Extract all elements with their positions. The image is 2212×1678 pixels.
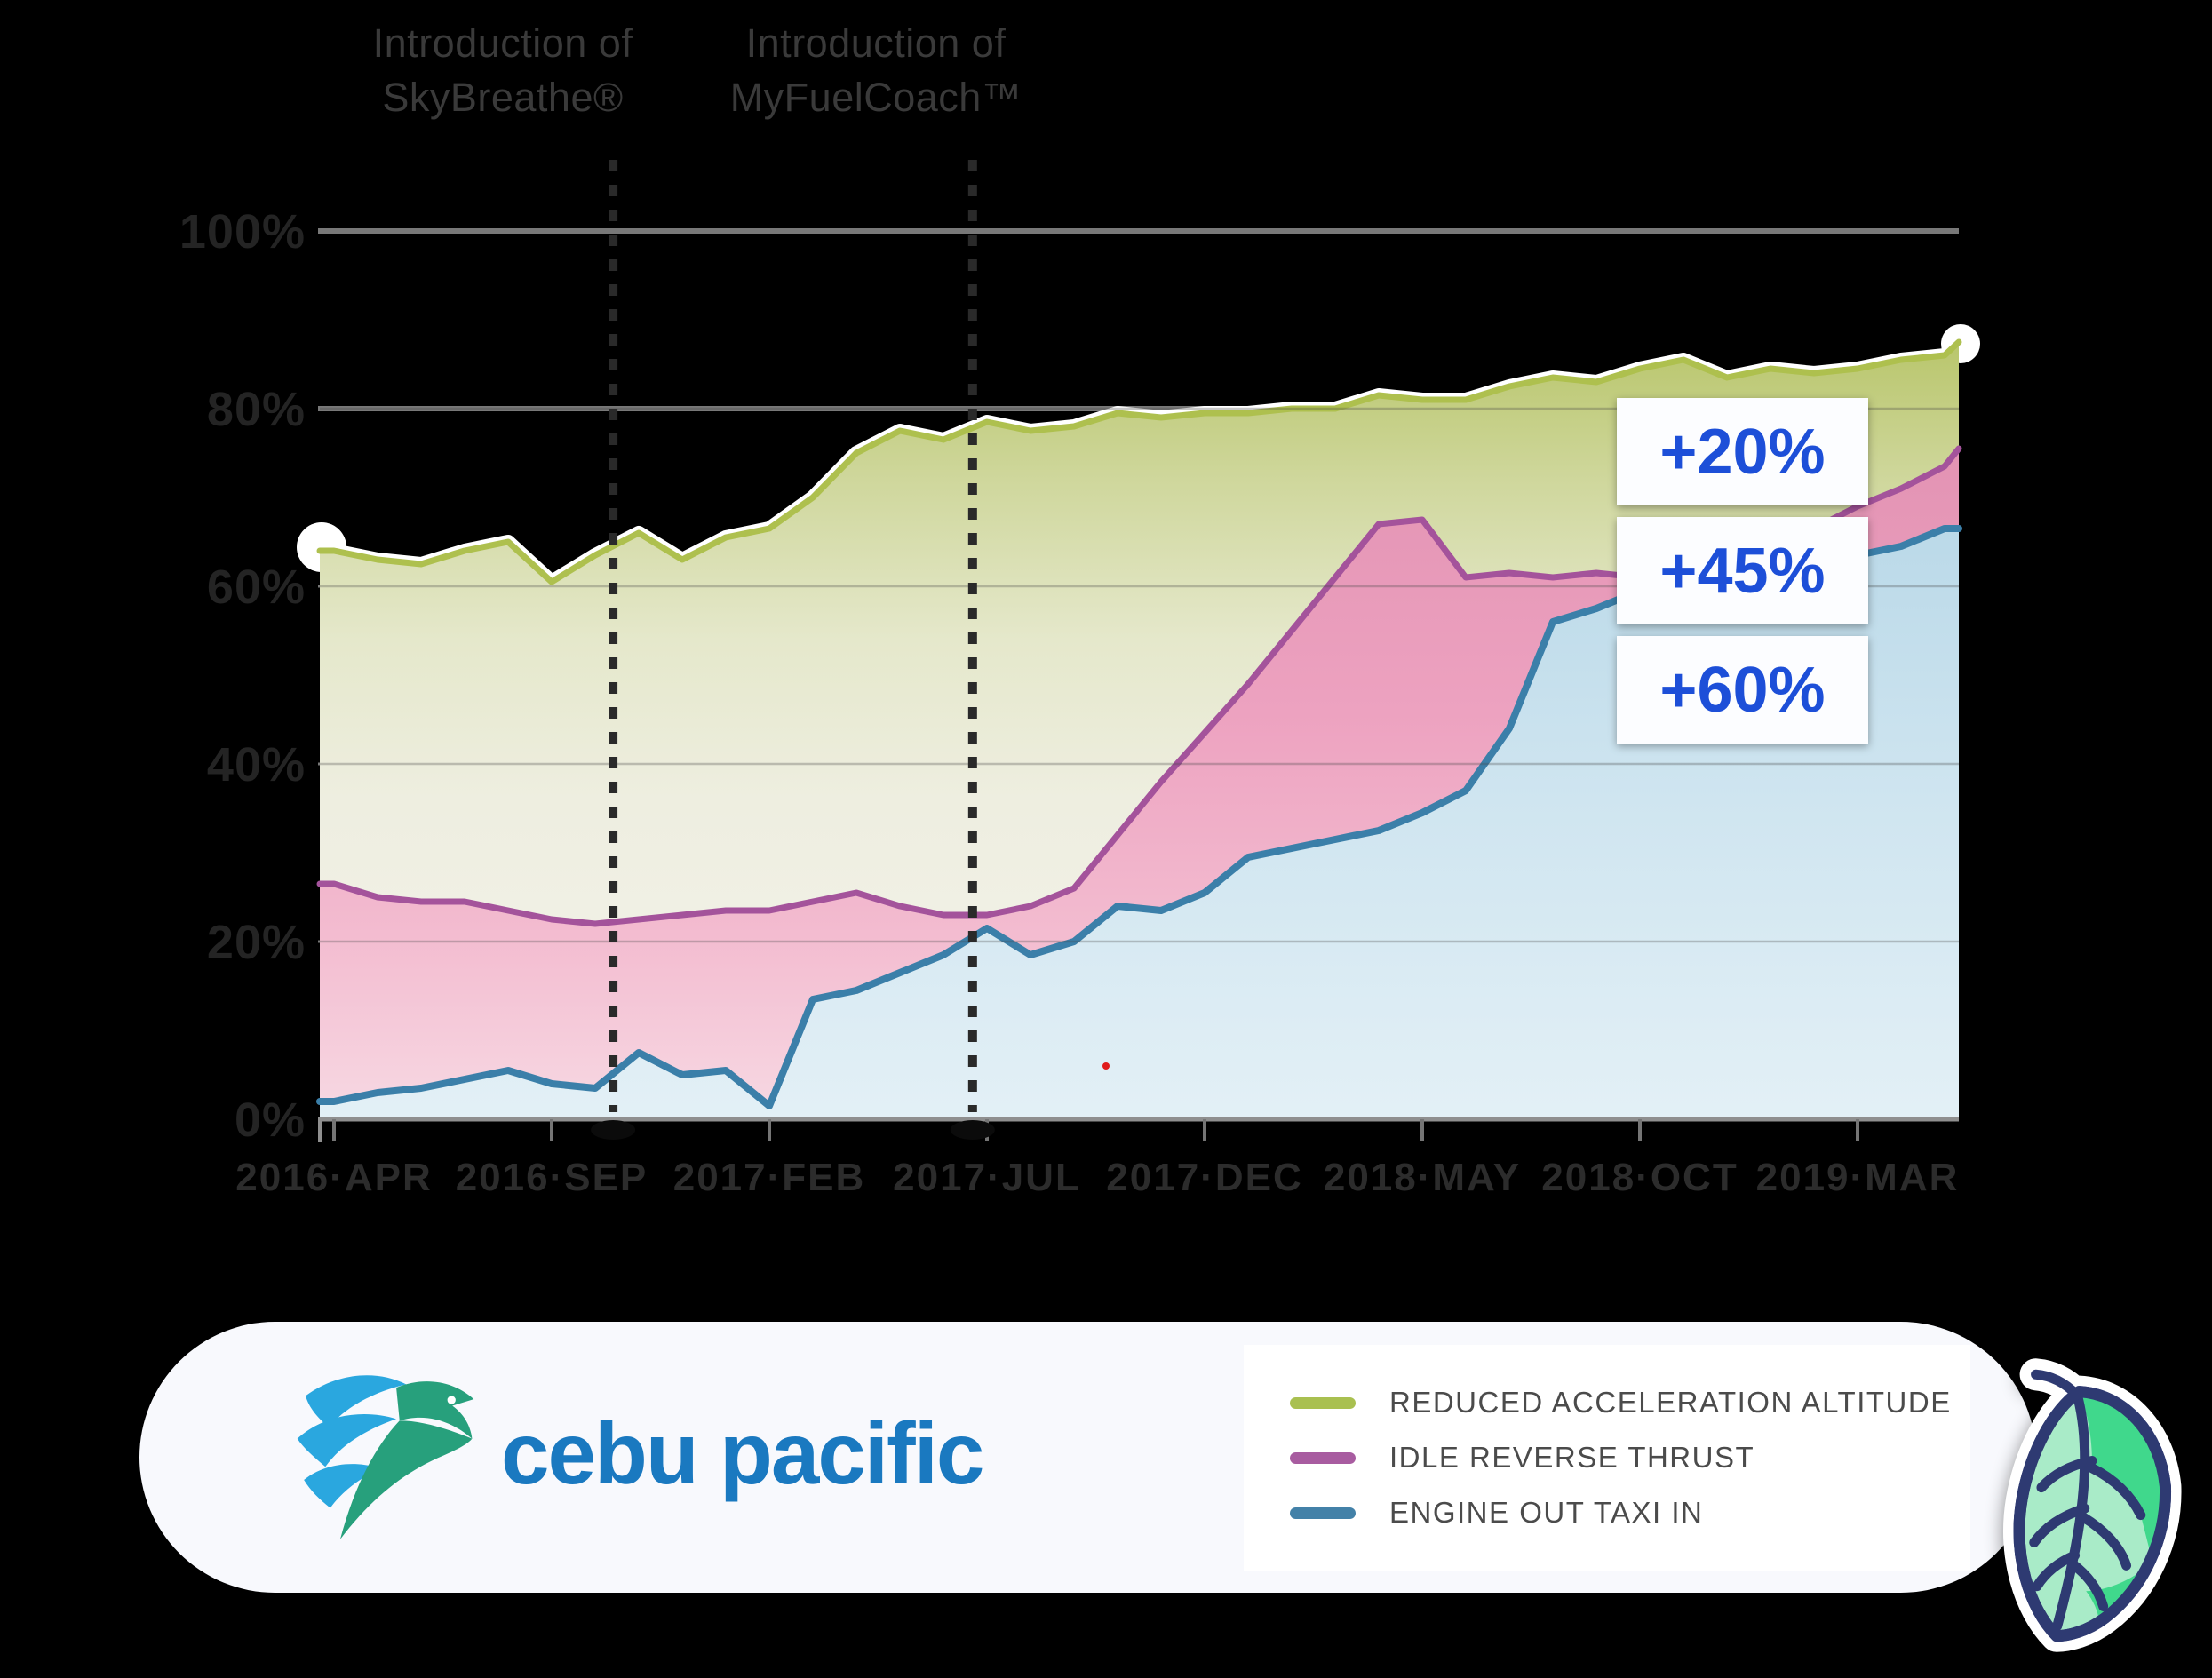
x-axis-label-6: 2018·OCT — [1541, 1156, 1738, 1199]
cebu-pacific-logo: cebu pacific — [282, 1322, 984, 1593]
annotation-skybreathe-line1: Introduction of — [372, 20, 633, 66]
line-reduced-acceleration-altitude — [316, 338, 1962, 585]
badge-plus-20: +20% — [1617, 398, 1868, 505]
event-dot-1 — [950, 1120, 995, 1140]
legend-swatch-green — [1290, 1396, 1356, 1409]
badge-plus-45-label: +45% — [1659, 535, 1826, 607]
x-axis-label-1: 2016·SEP — [456, 1156, 648, 1199]
y-axis-label-20%: 20% — [207, 916, 306, 969]
legend-item-engine-out-taxi-in: ENGINE OUT TAXI IN — [1290, 1496, 1970, 1530]
y-axis-label-60%: 60% — [207, 561, 306, 614]
red-dot-artifact — [1102, 1062, 1110, 1070]
badge-plus-45: +45% — [1617, 517, 1868, 624]
x-axis-label-2: 2017·FEB — [673, 1156, 866, 1199]
annotation-myfuelcoach-line1: Introduction of — [745, 20, 1007, 66]
badge-plus-60: +60% — [1617, 636, 1868, 744]
legend-label: IDLE REVERSE THRUST — [1389, 1441, 1755, 1474]
annotation-myfuelcoach-line2: MyFuelCoach™ — [729, 75, 1022, 120]
cebu-pacific-wordmark: cebu pacific — [501, 1404, 984, 1502]
event-dot-0 — [591, 1120, 636, 1140]
annotation-skybreathe: Introduction of SkyBreathe® — [312, 16, 694, 124]
y-axis-label-80%: 80% — [207, 383, 306, 436]
legend-label: ENGINE OUT TAXI IN — [1389, 1496, 1704, 1529]
x-axis-label-0: 2016·APR — [235, 1156, 432, 1199]
y-axis-label-40%: 40% — [207, 738, 306, 791]
x-axis-label-4: 2017·DEC — [1106, 1156, 1302, 1199]
cebu-pacific-eagle-icon — [297, 1374, 474, 1539]
badge-plus-20-label: +20% — [1659, 416, 1826, 488]
x-axis-label-7: 2019·MAR — [1756, 1156, 1960, 1199]
annotation-myfuelcoach: Introduction of MyFuelCoach™ — [685, 16, 1067, 124]
annotation-skybreathe-line2: SkyBreathe® — [382, 75, 624, 120]
area-engine-out-taxi-in — [320, 529, 1959, 1119]
legend-label: REDUCED ACCELERATION ALTITUDE — [1389, 1386, 1952, 1419]
y-axis-label-0%: 0% — [235, 1093, 306, 1147]
y-axis-label-100%: 100% — [179, 205, 306, 258]
legend-swatch-purple — [1290, 1451, 1356, 1464]
legend-item-idle-reverse-thrust: IDLE REVERSE THRUST — [1290, 1441, 1970, 1475]
legend-item-reduced-acceleration: REDUCED ACCELERATION ALTITUDE — [1290, 1386, 1970, 1420]
chart-legend: REDUCED ACCELERATION ALTITUDE IDLE REVER… — [1244, 1345, 1970, 1571]
x-axis-label-5: 2018·MAY — [1324, 1156, 1521, 1199]
legend-swatch-blue — [1290, 1507, 1356, 1519]
skybreathe-leaf-icon — [2003, 1358, 2182, 1652]
eagle-eye — [447, 1395, 456, 1404]
x-axis-label-3: 2017·JUL — [893, 1156, 1081, 1199]
badge-plus-60-label: +60% — [1659, 654, 1826, 726]
